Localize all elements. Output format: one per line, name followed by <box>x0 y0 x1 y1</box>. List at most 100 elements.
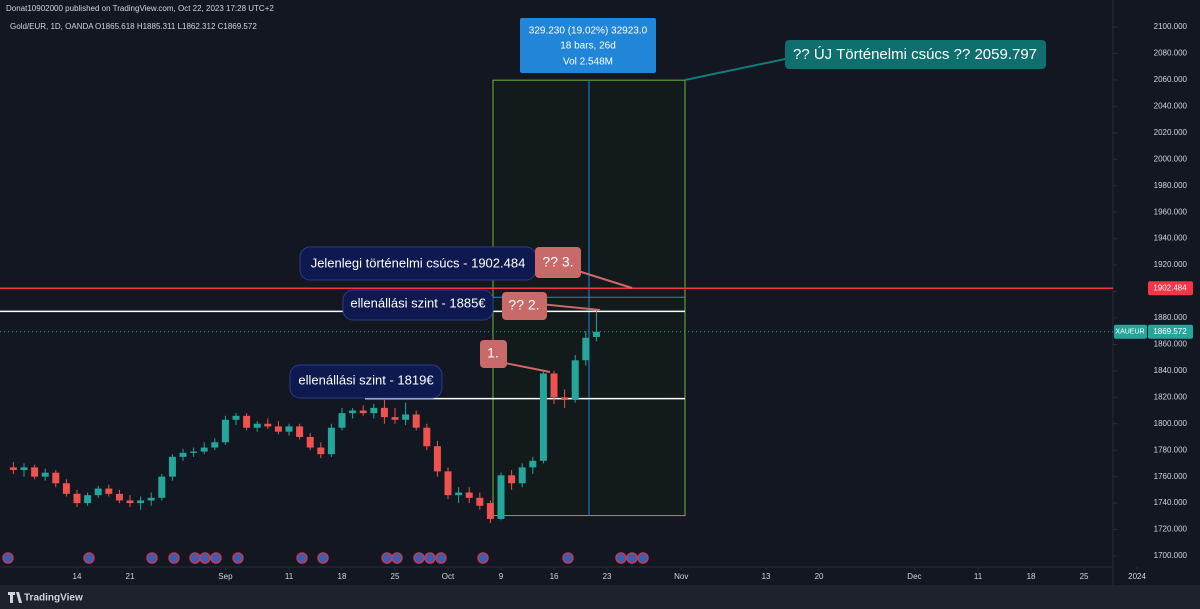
logo <box>8 592 22 603</box>
x-tick-label: 21 <box>126 572 135 581</box>
candle-body <box>349 410 357 414</box>
y-tick-label: 1940.000 <box>1154 234 1188 243</box>
callout <box>289 364 443 399</box>
candle-body <box>444 471 452 496</box>
callout-text: ?? 3. <box>542 254 573 270</box>
event-icon <box>189 552 201 564</box>
x-tick-label: 13 <box>762 572 771 581</box>
candle-body <box>158 476 166 498</box>
x-tick-label: 25 <box>1080 572 1089 581</box>
candle-body <box>285 426 293 432</box>
measure-text: 18 bars, 26d <box>560 41 616 52</box>
callout <box>535 247 581 278</box>
candle-body <box>465 492 473 498</box>
candle-body <box>232 415 240 420</box>
y-tick-label: 2040.000 <box>1154 101 1188 110</box>
event-icon <box>83 552 95 564</box>
x-tick-label: 23 <box>603 572 612 581</box>
candle-body <box>359 410 367 414</box>
candle-body <box>147 497 155 501</box>
candle-body <box>380 407 388 418</box>
y-tick-label: 1800.000 <box>1154 419 1188 428</box>
event-icon <box>210 552 222 564</box>
connector <box>539 303 601 311</box>
candle-body <box>105 488 113 494</box>
event-icon <box>2 552 14 564</box>
candle-body <box>9 467 17 471</box>
event-icon <box>391 552 403 564</box>
price-tag <box>1114 324 1147 339</box>
callout-text: ellenállási szint - 1819€ <box>298 372 434 387</box>
ohlc: O1865.618 H1885.311 L1862.312 C1869.572 <box>95 22 257 31</box>
x-tick-label: 25 <box>391 572 400 581</box>
event-icon <box>199 552 211 564</box>
candle-body <box>327 427 335 455</box>
candle-body <box>200 447 208 452</box>
y-tick-label: 1760.000 <box>1154 472 1188 481</box>
callout-text: ellenállási szint - 1885€ <box>350 295 486 310</box>
y-tick-label: 1980.000 <box>1154 181 1188 190</box>
event-icon <box>413 552 425 564</box>
candle-body <box>20 467 28 471</box>
candle-body <box>433 446 441 472</box>
price-tag <box>1148 324 1193 339</box>
candle-body <box>529 460 537 468</box>
candle-body <box>582 337 590 361</box>
annotations: ?? ÚJ Történelmi csúcs ?? 2059.797 Jelen… <box>289 18 1046 399</box>
candle-body <box>168 456 176 477</box>
candle-body <box>423 427 431 447</box>
x-tick-label: 14 <box>73 572 82 581</box>
candle-body <box>402 414 410 420</box>
y-tick-label: 1820.000 <box>1154 392 1188 401</box>
candle-body <box>317 447 325 455</box>
price-tag-symbol: XAUEUR <box>1115 329 1144 336</box>
event-icon <box>637 552 649 564</box>
y-tick-label: 1880.000 <box>1154 313 1188 322</box>
footer <box>0 585 1200 609</box>
candle-body <box>571 360 579 400</box>
candle-body <box>31 467 39 477</box>
candle-body <box>550 373 558 398</box>
callout-text: ?? 2. <box>508 297 539 313</box>
candle-body <box>243 415 251 428</box>
candle-body <box>306 436 314 448</box>
callout <box>785 40 1046 69</box>
measure-text: Vol 2.548M <box>563 57 613 68</box>
x-tick-label: Nov <box>674 572 688 581</box>
symbol: Gold/EUR, 1D, OANDA <box>10 22 94 31</box>
candle-body <box>211 442 219 448</box>
event-icon <box>615 552 627 564</box>
event-icon <box>146 552 158 564</box>
callout <box>480 340 507 368</box>
callout-text: Jelenlegi történelmi csúcs - 1902.484 <box>311 255 526 270</box>
price-tag-label: 1869.572 <box>1153 327 1187 336</box>
candle-body <box>221 419 229 443</box>
callout <box>342 289 494 321</box>
candle-body <box>370 407 378 414</box>
y-tick-label: 1860.000 <box>1154 340 1188 349</box>
x-tick-label: 18 <box>1027 572 1036 581</box>
candle-body <box>412 414 420 428</box>
y-tick-label: 1740.000 <box>1154 498 1188 507</box>
y-tick-label: 2020.000 <box>1154 128 1188 137</box>
candle-body <box>518 467 526 484</box>
connector <box>684 57 791 81</box>
measure-text: 329.230 (19.02%) 32923.0 <box>529 26 648 37</box>
x-tick-label: 16 <box>550 572 559 581</box>
candle-body <box>52 472 60 484</box>
price-tag <box>1148 281 1193 296</box>
candle-body <box>84 495 92 504</box>
candle-body <box>73 493 81 504</box>
y-tick-label: 1840.000 <box>1154 366 1188 375</box>
y-tick-label: 1720.000 <box>1154 525 1188 534</box>
candle-body <box>497 475 505 519</box>
event-icon <box>626 552 638 564</box>
candle-body <box>296 426 304 437</box>
event-icon <box>232 552 244 564</box>
candle-body <box>455 492 463 496</box>
y-tick-label: 1700.000 <box>1154 551 1188 560</box>
event-icon <box>381 552 393 564</box>
x-tick-label: Sep <box>218 572 233 581</box>
